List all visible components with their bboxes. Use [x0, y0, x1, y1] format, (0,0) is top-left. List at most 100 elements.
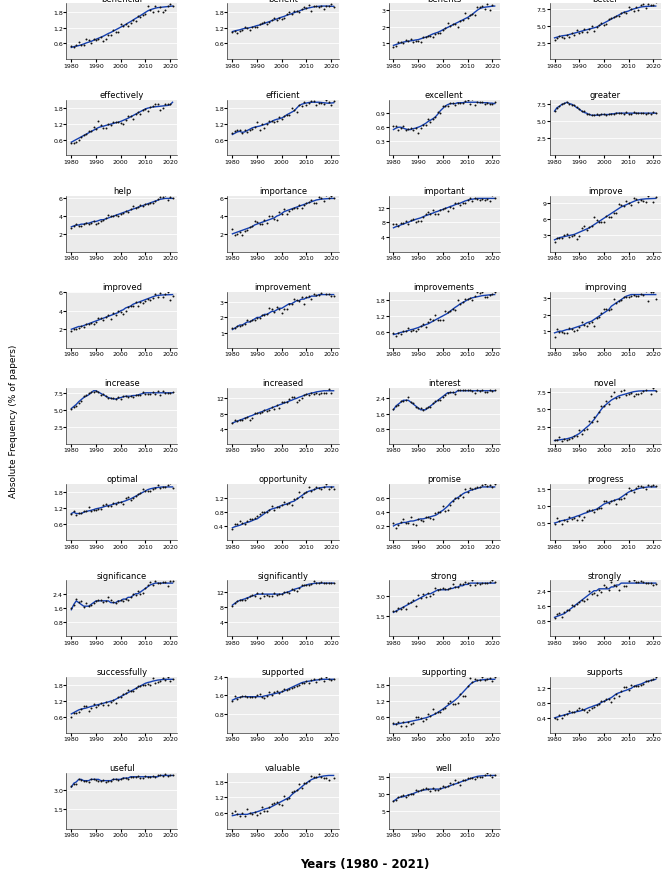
- Point: [469, 481, 480, 496]
- Point: [388, 326, 399, 340]
- Point: [418, 404, 428, 418]
- Title: importance: importance: [259, 187, 307, 196]
- Point: [76, 320, 86, 334]
- Point: [145, 575, 155, 589]
- Point: [438, 391, 448, 405]
- Point: [254, 508, 265, 522]
- Point: [143, 292, 153, 306]
- Point: [589, 701, 600, 715]
- Point: [272, 500, 282, 514]
- Point: [71, 592, 82, 606]
- Point: [479, 477, 490, 491]
- Point: [81, 504, 92, 518]
- Point: [291, 106, 302, 120]
- Point: [167, 87, 178, 101]
- Point: [157, 769, 168, 783]
- Point: [452, 197, 463, 211]
- Point: [621, 488, 631, 502]
- Point: [162, 98, 173, 112]
- Point: [293, 99, 304, 113]
- Point: [319, 283, 329, 297]
- Point: [321, 478, 331, 492]
- Point: [88, 215, 99, 229]
- Point: [396, 327, 406, 341]
- Point: [586, 503, 597, 517]
- Point: [230, 596, 240, 610]
- Point: [638, 289, 649, 303]
- Point: [566, 27, 577, 41]
- Point: [396, 217, 406, 231]
- Point: [167, 481, 178, 496]
- Point: [413, 34, 424, 48]
- Point: [616, 293, 627, 307]
- Title: improvements: improvements: [414, 282, 475, 292]
- Point: [150, 195, 161, 209]
- Point: [282, 396, 292, 410]
- Point: [68, 41, 79, 55]
- Point: [113, 774, 124, 788]
- Point: [249, 805, 260, 819]
- Point: [157, 6, 168, 20]
- Point: [576, 25, 587, 39]
- Point: [116, 772, 126, 786]
- Point: [648, 479, 659, 493]
- Point: [272, 301, 282, 315]
- Point: [137, 200, 148, 214]
- Point: [125, 684, 136, 698]
- Point: [452, 696, 463, 710]
- Point: [450, 581, 461, 595]
- Point: [430, 208, 441, 222]
- Point: [611, 579, 622, 593]
- Point: [96, 215, 106, 229]
- Point: [549, 711, 560, 725]
- Point: [396, 788, 406, 802]
- Title: successfully: successfully: [96, 667, 147, 676]
- Point: [489, 96, 500, 111]
- Point: [413, 402, 424, 416]
- Point: [135, 296, 146, 310]
- Point: [313, 481, 324, 495]
- Point: [326, 480, 337, 494]
- Point: [135, 199, 146, 213]
- Point: [106, 391, 116, 405]
- Point: [116, 18, 126, 32]
- Point: [83, 34, 94, 48]
- Title: excellent: excellent: [425, 90, 463, 100]
- Point: [157, 191, 168, 205]
- Point: [432, 393, 443, 407]
- Point: [457, 96, 468, 111]
- Point: [274, 587, 285, 601]
- Point: [430, 111, 441, 125]
- Point: [76, 395, 86, 409]
- Point: [116, 207, 126, 221]
- Text: Years (1980 - 2021): Years (1980 - 2021): [301, 858, 430, 870]
- Point: [482, 0, 493, 11]
- Point: [641, 196, 651, 210]
- Point: [100, 33, 111, 47]
- Point: [264, 685, 275, 699]
- Point: [157, 575, 168, 589]
- Point: [108, 595, 119, 610]
- Point: [96, 389, 106, 403]
- Point: [116, 392, 126, 406]
- Point: [108, 392, 119, 406]
- Point: [584, 108, 594, 122]
- Point: [549, 104, 560, 118]
- Point: [83, 775, 94, 789]
- Point: [475, 674, 485, 688]
- Point: [552, 322, 562, 336]
- Point: [472, 286, 483, 300]
- Point: [91, 34, 102, 48]
- Point: [319, 195, 329, 209]
- Point: [432, 506, 443, 520]
- Point: [284, 791, 295, 805]
- Point: [296, 291, 307, 305]
- Point: [116, 496, 126, 510]
- Point: [425, 313, 436, 327]
- Point: [623, 197, 634, 211]
- Point: [120, 687, 131, 701]
- Point: [106, 312, 116, 326]
- Point: [420, 320, 431, 334]
- Point: [435, 705, 446, 719]
- Point: [264, 16, 275, 30]
